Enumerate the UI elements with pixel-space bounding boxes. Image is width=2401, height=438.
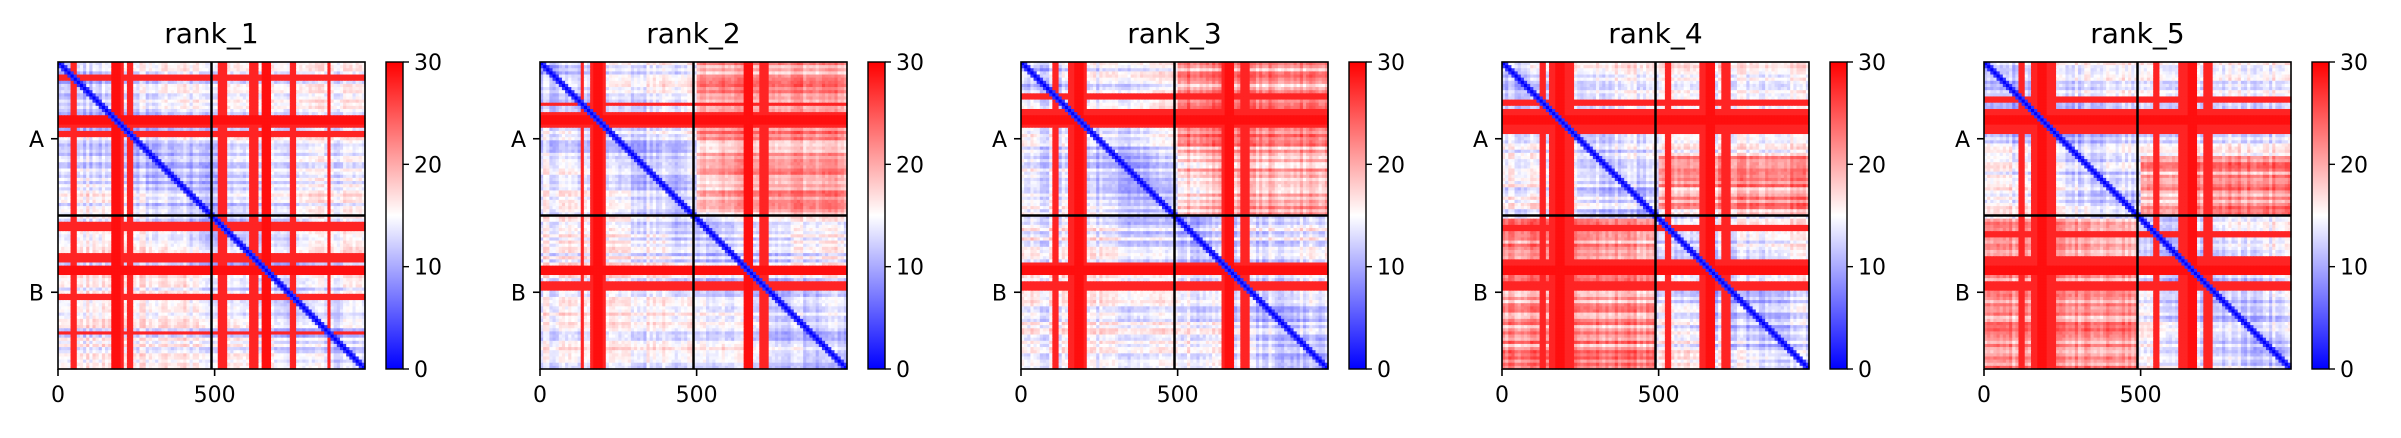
heatmap-panel: rank_10 500AB0102030 <box>29 17 442 408</box>
